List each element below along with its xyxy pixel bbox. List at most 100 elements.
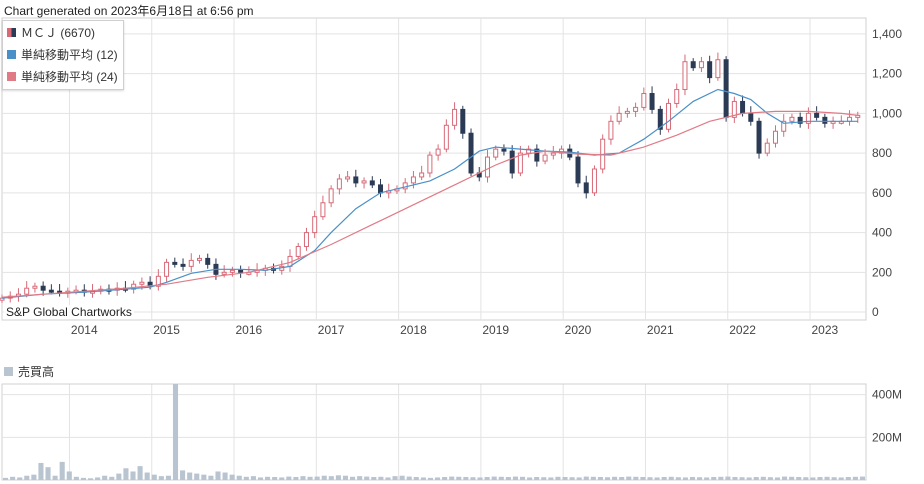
legend-item-sma12[interactable]: 単純移動平均 (12) — [3, 43, 123, 65]
legend-item-mcj[interactable]: ＭＣＪ (6670) — [3, 21, 123, 43]
candle-body — [542, 154, 548, 162]
volume-bar — [789, 476, 795, 480]
volume-bar — [704, 477, 710, 480]
candle-body — [740, 100, 746, 114]
volume-bar — [350, 476, 356, 480]
y-tick-label: 600 — [872, 186, 892, 200]
volume-bar — [767, 477, 773, 480]
volume-bar — [654, 477, 660, 480]
volume-bar — [604, 477, 611, 480]
candle-body — [633, 106, 639, 112]
volume-bar — [357, 476, 363, 480]
candle-body — [674, 89, 680, 104]
volume-bar — [87, 478, 94, 480]
candle-body — [460, 108, 466, 134]
volume-bar — [80, 477, 86, 480]
volume-bar — [314, 476, 320, 480]
candle-body — [419, 172, 425, 178]
volume-bar — [342, 475, 349, 480]
vol-y-tick-label: 400M — [872, 388, 902, 402]
candle-body — [378, 184, 384, 194]
candle-body — [484, 156, 490, 178]
volume-bar — [427, 477, 433, 480]
volume-bar — [208, 475, 214, 480]
candle-body — [575, 156, 581, 184]
candle-body — [320, 202, 326, 218]
volume-bar — [406, 476, 412, 480]
volume-bar — [38, 462, 44, 480]
legend-item-sma24[interactable]: 単純移動平均 (24) — [3, 65, 123, 87]
volume-bar — [817, 477, 823, 480]
candle-body — [624, 110, 630, 114]
volume-bar — [151, 474, 157, 480]
volume-bar — [364, 476, 370, 480]
volume-bar — [250, 476, 256, 480]
volume-bar — [236, 475, 242, 480]
volume-bar — [321, 475, 327, 480]
candle-body — [723, 59, 729, 118]
volume-bar — [824, 476, 830, 480]
candle-body — [748, 112, 754, 122]
x-tick-label: 2015 — [153, 323, 180, 337]
candle-body — [698, 61, 704, 69]
candle-body — [229, 269, 235, 273]
volume-bar — [137, 466, 143, 480]
volume-bar — [541, 477, 547, 480]
volume-bar — [697, 477, 703, 480]
x-tick-label: 2019 — [482, 323, 509, 337]
candle-body — [353, 176, 359, 184]
candle-body — [657, 108, 663, 130]
candle-body — [715, 59, 721, 79]
volume-bar — [24, 475, 30, 480]
volume-bar — [371, 477, 377, 480]
pink-square-icon — [7, 71, 16, 81]
volume-bar — [718, 476, 724, 480]
candle-body — [591, 168, 597, 194]
candle-body — [410, 176, 416, 184]
candle-body — [139, 281, 145, 285]
y-tick-label: 200 — [872, 265, 892, 279]
volume-bar — [838, 477, 844, 480]
volume-bar — [187, 472, 193, 480]
candle-body — [427, 154, 433, 174]
candle-body — [48, 289, 54, 293]
candle-body — [205, 257, 211, 265]
volume-bar — [774, 477, 781, 480]
candle-body — [435, 148, 441, 156]
vol-y-tick-label: 200M — [872, 430, 902, 444]
candle-body — [369, 180, 375, 186]
volume-bar — [95, 477, 101, 480]
candle-body — [303, 232, 309, 247]
volume-bar — [279, 477, 285, 480]
volume-bar — [265, 476, 271, 480]
candle-body — [172, 261, 178, 265]
volume-bar — [689, 477, 696, 480]
price-panel — [1, 17, 867, 321]
candle-body — [517, 152, 523, 174]
volume-bar — [420, 477, 426, 480]
x-tick-label: 2021 — [647, 323, 674, 337]
volume-bar — [463, 477, 469, 480]
volume-bar — [845, 477, 851, 480]
x-tick-label: 2022 — [729, 323, 756, 337]
candle-body — [550, 152, 556, 156]
volume-bar — [753, 477, 759, 480]
candle-body — [493, 148, 499, 158]
volume-bar — [144, 472, 150, 480]
candle-body — [649, 93, 655, 110]
candle-body — [238, 269, 244, 273]
sma24-line — [1, 110, 858, 298]
candle-body — [155, 275, 161, 287]
volume-bar — [257, 477, 264, 480]
candle-body — [345, 176, 351, 180]
legend-label-mcj: ＭＣＪ (6670) — [21, 25, 96, 40]
volume-legend-label: 売買高 — [18, 365, 55, 379]
volume-bar — [661, 477, 667, 480]
volume-bar — [378, 476, 384, 480]
volume-bar — [583, 476, 589, 480]
volume-bar — [668, 476, 674, 480]
candle-body — [180, 263, 186, 267]
volume-bar — [519, 476, 526, 480]
y-tick-label: 1,000 — [872, 106, 902, 120]
